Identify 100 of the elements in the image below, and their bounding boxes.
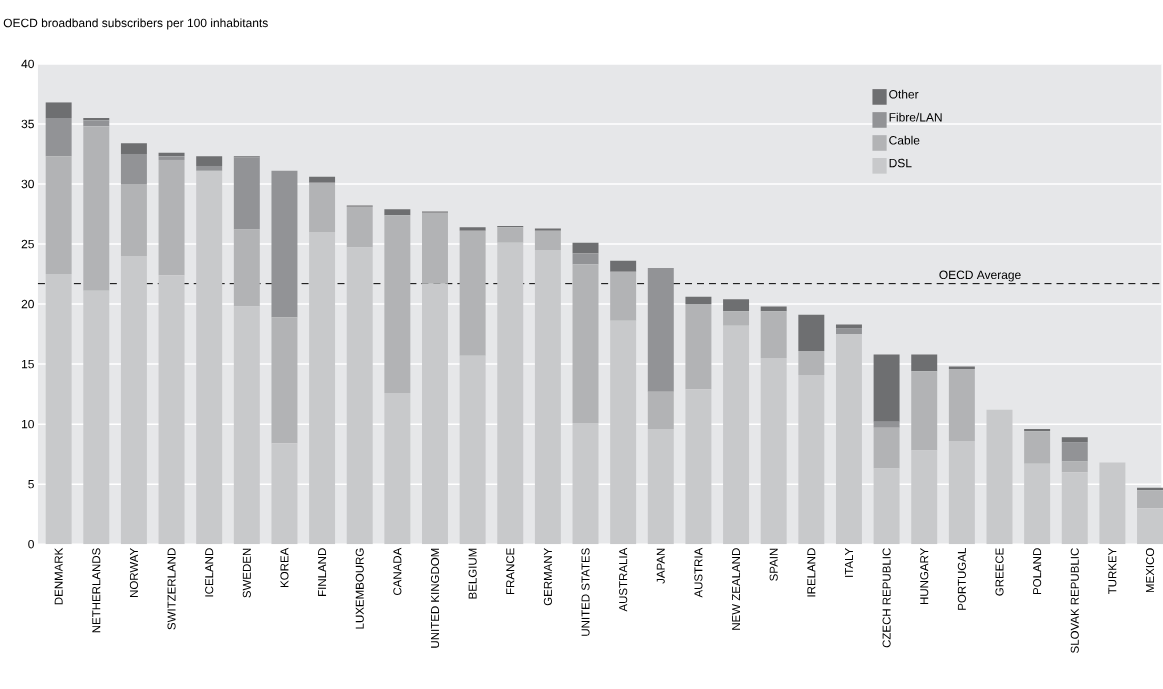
x-tick-label: CZECH REPUBLIC	[882, 548, 891, 648]
x-tick-label: POLAND	[1033, 548, 1042, 595]
x-tick-label: KOREA	[280, 547, 289, 587]
x-tick-label: GERMANY	[543, 547, 552, 606]
bar	[835, 328, 862, 335]
bar	[158, 275, 185, 545]
x-tick-label: SLOVAK REPUBLIC	[1070, 548, 1079, 653]
y-tick-label: 10	[22, 419, 34, 429]
ref-line-label: OECD Average	[939, 270, 1021, 282]
bar	[873, 427, 900, 469]
bar	[459, 230, 486, 356]
legend-label: Cable	[889, 135, 920, 145]
bar	[873, 354, 900, 422]
x-tick-label: HUNGARY	[920, 548, 929, 605]
x-tick-label: ITALY	[845, 547, 853, 577]
bar	[647, 428, 674, 545]
bar	[610, 320, 637, 545]
bar	[271, 170, 298, 318]
bar	[459, 227, 486, 231]
y-tick-label: 30	[21, 179, 34, 189]
bar	[948, 368, 975, 441]
x-tick-label: DENMARK	[54, 547, 63, 605]
bar	[120, 256, 147, 545]
bar	[422, 212, 448, 284]
bar	[497, 227, 524, 243]
x-tick-label: CANADA	[393, 547, 402, 596]
x-tick-label: SPAIN	[769, 548, 778, 581]
bar	[1099, 462, 1126, 545]
x-tick-label: JAPAN	[656, 548, 665, 584]
bar	[1061, 437, 1088, 443]
bar	[459, 355, 486, 545]
legend-label: Other	[889, 89, 919, 99]
bar	[685, 296, 712, 305]
bar	[233, 306, 260, 545]
x-tick-label: NORWAY	[129, 547, 138, 597]
bar	[760, 306, 787, 312]
bar	[572, 264, 599, 423]
bar	[1137, 508, 1163, 545]
bar	[120, 143, 147, 154]
bar	[1061, 442, 1088, 462]
bar	[497, 242, 524, 545]
bar	[572, 253, 599, 265]
x-tick-label: FINLAND	[318, 548, 327, 596]
bar	[572, 242, 599, 254]
bar	[120, 153, 147, 184]
bar	[760, 311, 787, 359]
bar	[83, 126, 110, 291]
bar	[723, 325, 750, 545]
x-tick-label: SWITZERLAND	[167, 548, 176, 630]
bar	[422, 283, 448, 545]
bar	[233, 229, 260, 307]
bar	[572, 422, 599, 545]
x-tick-label: AUSTRIA	[694, 547, 703, 598]
bar	[1024, 431, 1051, 464]
bar	[271, 443, 298, 545]
x-tick-label: ICELAND	[205, 548, 214, 597]
x-tick-label: LUXEMBOURG	[355, 548, 364, 629]
y-tick-label: 15	[22, 359, 34, 369]
bar	[948, 440, 975, 545]
bar	[346, 247, 373, 545]
bar	[196, 165, 223, 171]
x-tick-label: TURKEY	[1108, 547, 1117, 595]
chart-title: OECD broadband subscribers per 100 inhabitants	[3, 18, 268, 30]
bar	[1061, 461, 1088, 473]
bar	[760, 358, 787, 545]
bar	[346, 206, 373, 248]
bar	[196, 170, 223, 545]
bar	[798, 314, 825, 351]
bar	[309, 182, 336, 233]
bar	[911, 354, 938, 372]
bar	[158, 159, 185, 276]
bar	[723, 311, 750, 326]
legend-label: DSL	[889, 158, 912, 168]
y-tick-label: 25	[21, 239, 34, 249]
bar	[723, 299, 750, 312]
y-tick-label: 5	[28, 480, 34, 489]
bar	[647, 391, 674, 429]
bar	[534, 230, 561, 251]
bar	[534, 228, 561, 231]
bar	[685, 389, 712, 545]
x-tick-label: PORTUGAL	[957, 548, 966, 610]
bar	[120, 183, 147, 257]
x-tick-label: MEXICO	[1145, 548, 1155, 593]
x-tick-label: NETHERLANDS	[92, 548, 101, 633]
bar	[685, 304, 712, 390]
bar	[1061, 472, 1088, 545]
bar	[45, 117, 72, 157]
bar	[835, 334, 862, 545]
bar	[798, 350, 825, 375]
bar	[45, 274, 72, 545]
bar	[911, 371, 938, 451]
bar	[798, 374, 825, 545]
bar	[873, 468, 900, 545]
bar	[534, 250, 561, 545]
bar	[309, 176, 336, 183]
bar	[158, 156, 185, 160]
bar	[1137, 490, 1163, 509]
legend-label: Fibre/LAN	[889, 112, 942, 122]
bar	[45, 102, 72, 118]
bar	[911, 450, 938, 545]
